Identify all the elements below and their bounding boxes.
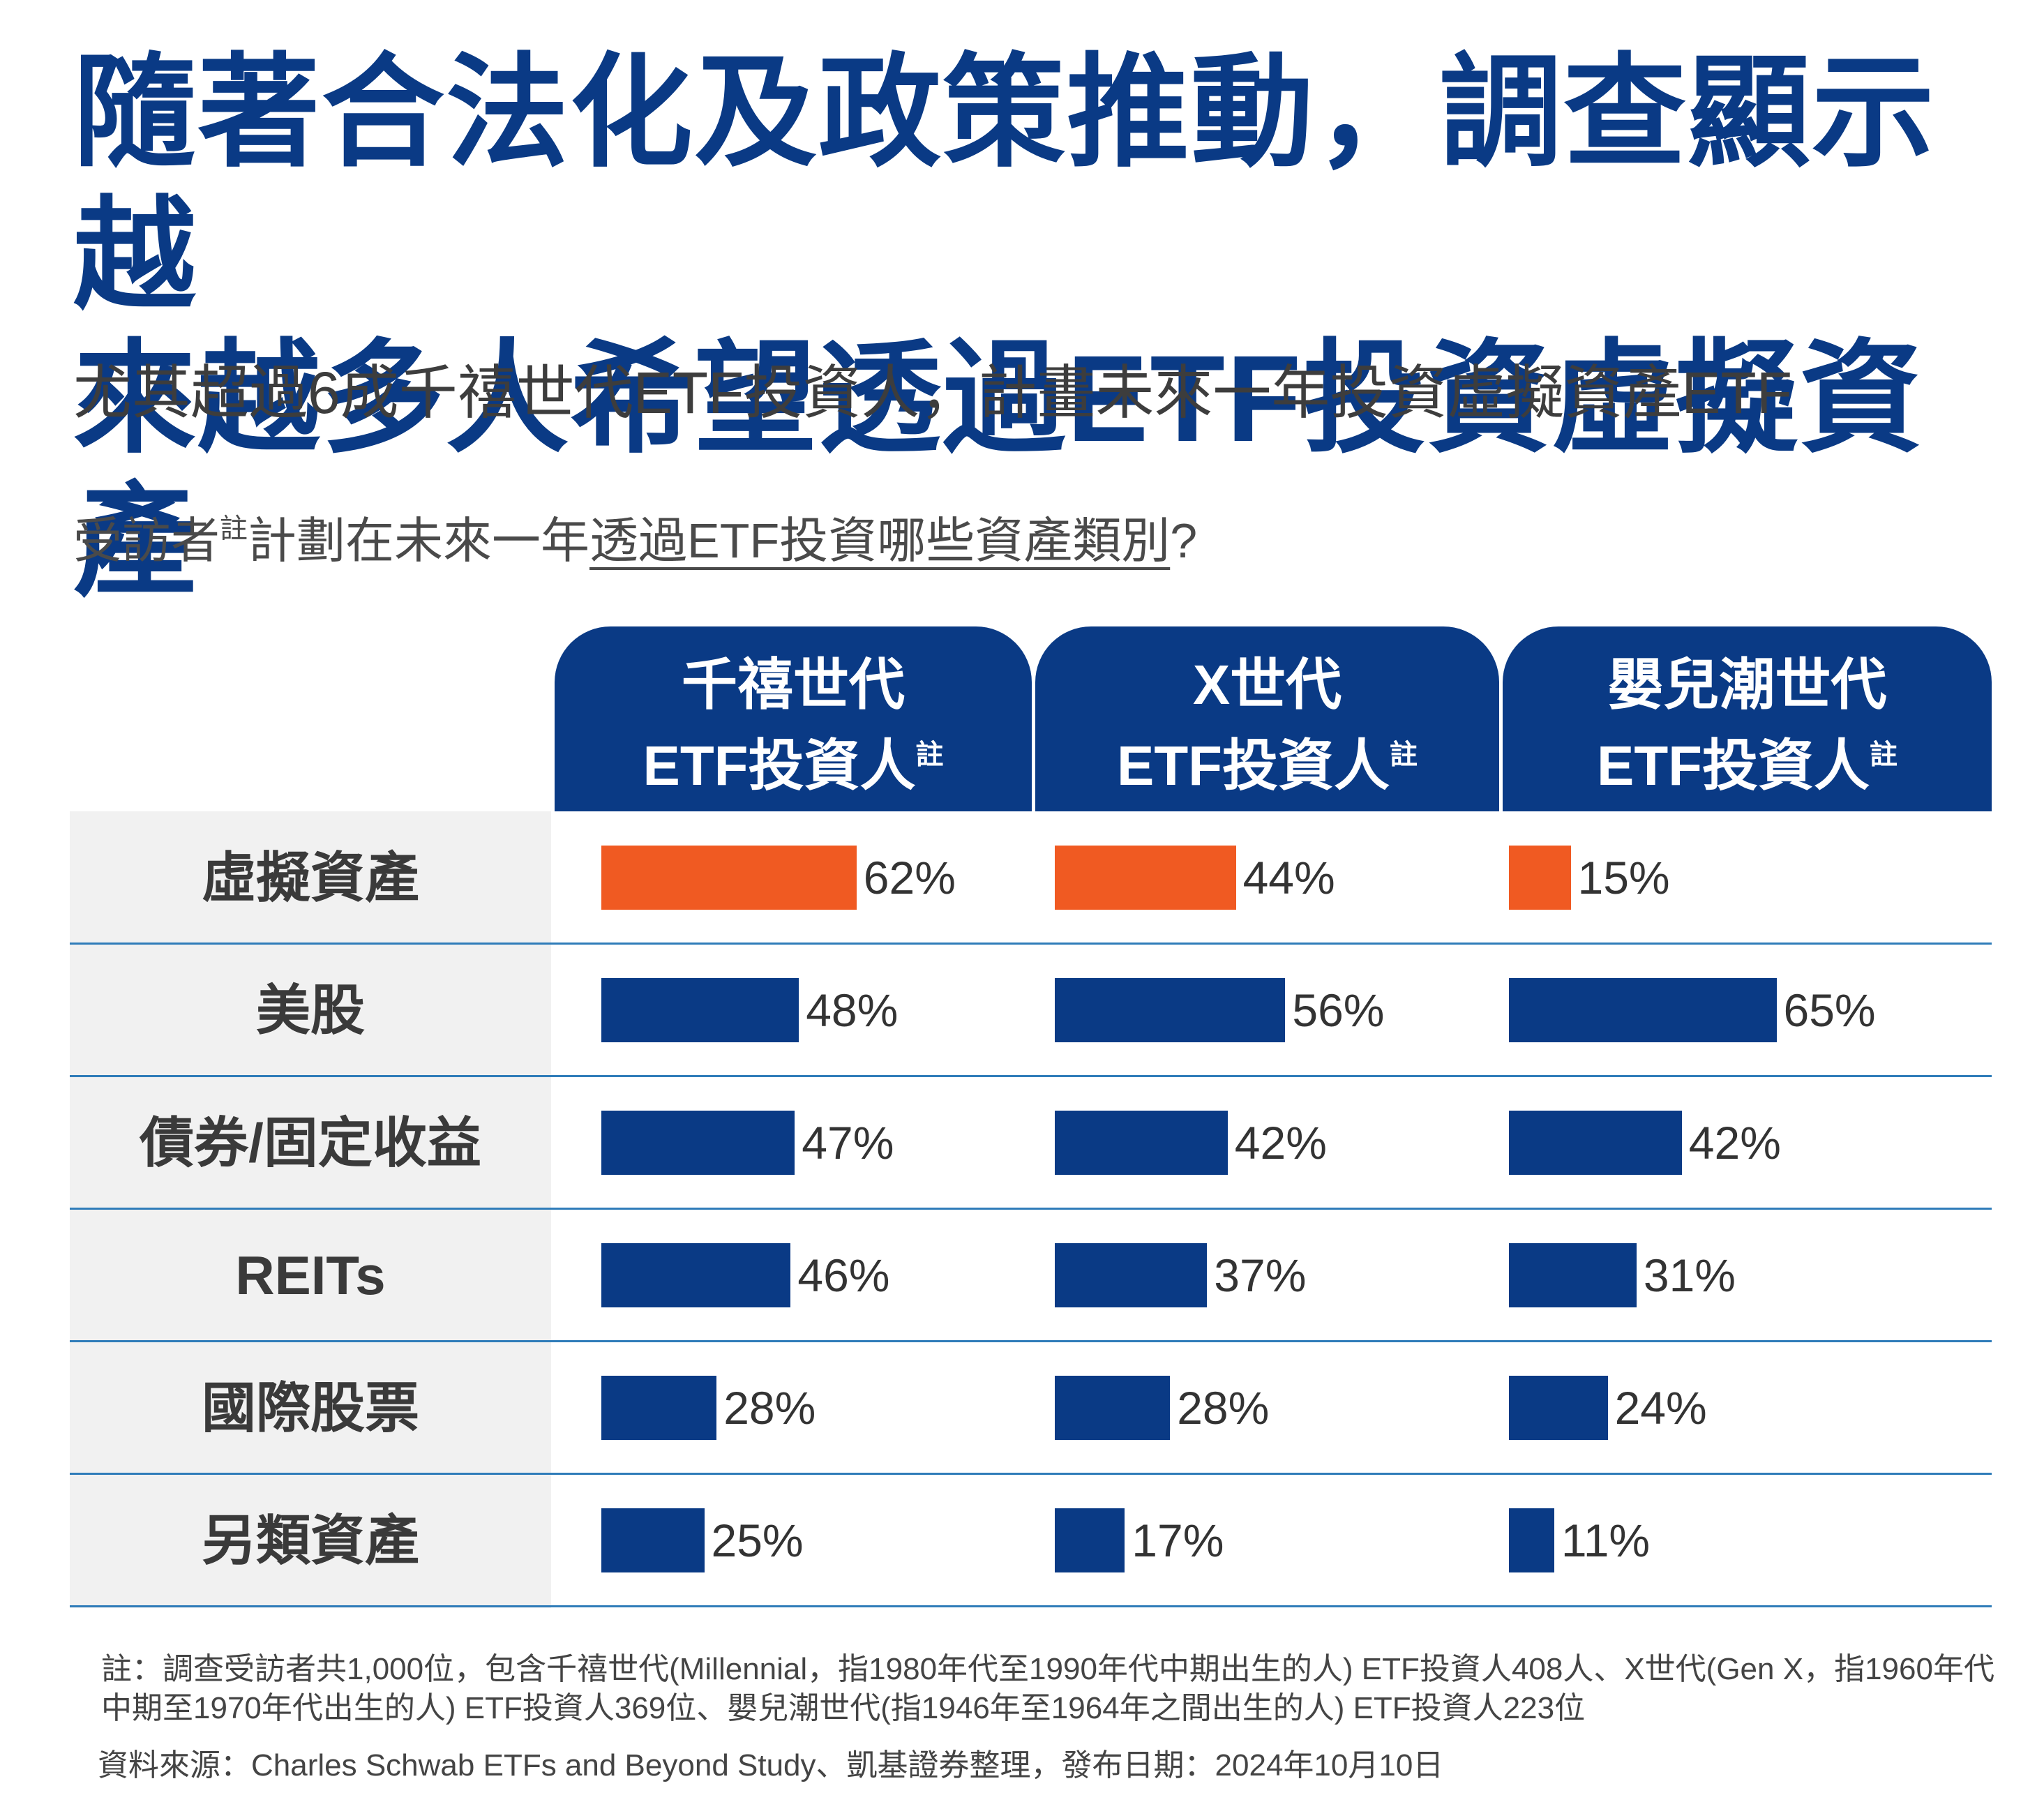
bar-millennial <box>601 1243 791 1307</box>
bar-value-label: 42% <box>1234 1117 1327 1169</box>
bar-value-label: 28% <box>723 1382 816 1434</box>
bar-value-label: 24% <box>1614 1382 1707 1434</box>
bar-value-label: 47% <box>802 1117 894 1169</box>
row-divider <box>70 1473 1992 1475</box>
category-label: 另類資產 <box>201 1510 419 1571</box>
column-header-line-2: ETF投資人 <box>1116 735 1390 797</box>
bar-value-label: 62% <box>863 852 956 903</box>
column-header-line-1: 嬰兒潮世代 <box>1607 654 1887 716</box>
bar-boomer <box>1509 1508 1554 1572</box>
category-label: REITs <box>235 1245 386 1306</box>
column-header-note-mark: 註 <box>915 739 944 770</box>
question-note-mark: 註 <box>220 513 248 544</box>
bar-millennial <box>601 1111 795 1175</box>
category-label: 債券/固定收益 <box>140 1112 481 1173</box>
bar-boomer <box>1509 1376 1608 1440</box>
bar-value-label: 28% <box>1177 1382 1270 1434</box>
bar-boomer <box>1509 978 1777 1042</box>
column-header-line-1: X世代 <box>1192 654 1342 716</box>
title-line-2: 來越多人希望透過ETF投資虛擬資產 <box>73 331 1924 610</box>
bar-genx <box>1055 1111 1228 1175</box>
subtitle: 尤其超過6成千禧世代ETF投資人，計畫未來一年投資虛擬資產ETF <box>73 360 1793 426</box>
column-header-boomer: 嬰兒潮世代 ETF投資人註 <box>1503 626 1992 811</box>
bar-value-label: 46% <box>797 1249 890 1301</box>
question-part-2: 計劃在未來一年 <box>248 513 589 568</box>
column-header-line-1: 千禧世代 <box>682 654 905 716</box>
column-header-millennial: 千禧世代 ETF投資人註 <box>555 626 1032 811</box>
bar-value-label: 44% <box>1242 852 1335 903</box>
question-part-1: 受訪者 <box>73 513 220 568</box>
column-header-genx: X世代 ETF投資人註 <box>1035 626 1499 811</box>
question-end: ? <box>1170 513 1198 568</box>
bar-genx <box>1055 1508 1125 1572</box>
bar-millennial <box>601 978 799 1042</box>
bar-genx <box>1055 1243 1208 1307</box>
bar-value-label: 11% <box>1561 1515 1651 1566</box>
row-divider <box>70 1075 1992 1077</box>
bar-value-label: 15% <box>1577 852 1670 903</box>
bar-genx <box>1055 846 1236 910</box>
category-label: 美股 <box>255 979 365 1041</box>
column-header-line-2: ETF投資人 <box>1596 735 1870 797</box>
row-divider <box>70 1605 1992 1607</box>
bar-value-label: 56% <box>1292 984 1385 1036</box>
category-label: 國際股票 <box>201 1377 419 1439</box>
survey-question: 受訪者註計劃在未來一年透過ETF投資哪些資產類別? <box>73 494 1197 576</box>
footnote: 註：調查受訪者共1,000位，包含千禧世代(Millennial，指1980年代… <box>101 1652 1994 1725</box>
bar-boomer <box>1509 1111 1682 1175</box>
bar-value-label: 25% <box>711 1515 804 1566</box>
row-divider <box>70 943 1992 945</box>
column-header-note-mark: 註 <box>1390 739 1418 770</box>
bar-millennial <box>601 846 857 910</box>
bar-boomer <box>1509 846 1571 910</box>
bar-value-label: 17% <box>1132 1515 1224 1566</box>
bar-value-label: 42% <box>1688 1117 1781 1169</box>
row-divider <box>70 1208 1992 1210</box>
question-underlined: 透過ETF投資哪些資產類別 <box>589 513 1171 568</box>
column-header-note-mark: 註 <box>1870 739 1898 770</box>
page-title: 隨著合法化及政策推動，調查顯示越 來越多人希望透過ETF投資虛擬資產 <box>73 42 1992 614</box>
row-divider <box>70 1340 1992 1342</box>
bar-boomer <box>1509 1243 1637 1307</box>
title-line-1: 隨著合法化及政策推動，調查顯示越 <box>73 45 1937 324</box>
bar-millennial <box>601 1508 705 1572</box>
bar-value-label: 65% <box>1783 984 1876 1036</box>
bar-genx <box>1055 1376 1171 1440</box>
source-note: 資料來源：Charles Schwab ETFs and Beyond Stud… <box>98 1748 1444 1782</box>
bar-value-label: 48% <box>806 984 899 1036</box>
category-label: 虛擬資產 <box>201 847 419 908</box>
bar-value-label: 37% <box>1214 1249 1307 1301</box>
bar-millennial <box>601 1376 717 1440</box>
bar-genx <box>1055 978 1286 1042</box>
bar-value-label: 31% <box>1643 1249 1736 1301</box>
column-header-line-2: ETF投資人 <box>642 735 916 797</box>
